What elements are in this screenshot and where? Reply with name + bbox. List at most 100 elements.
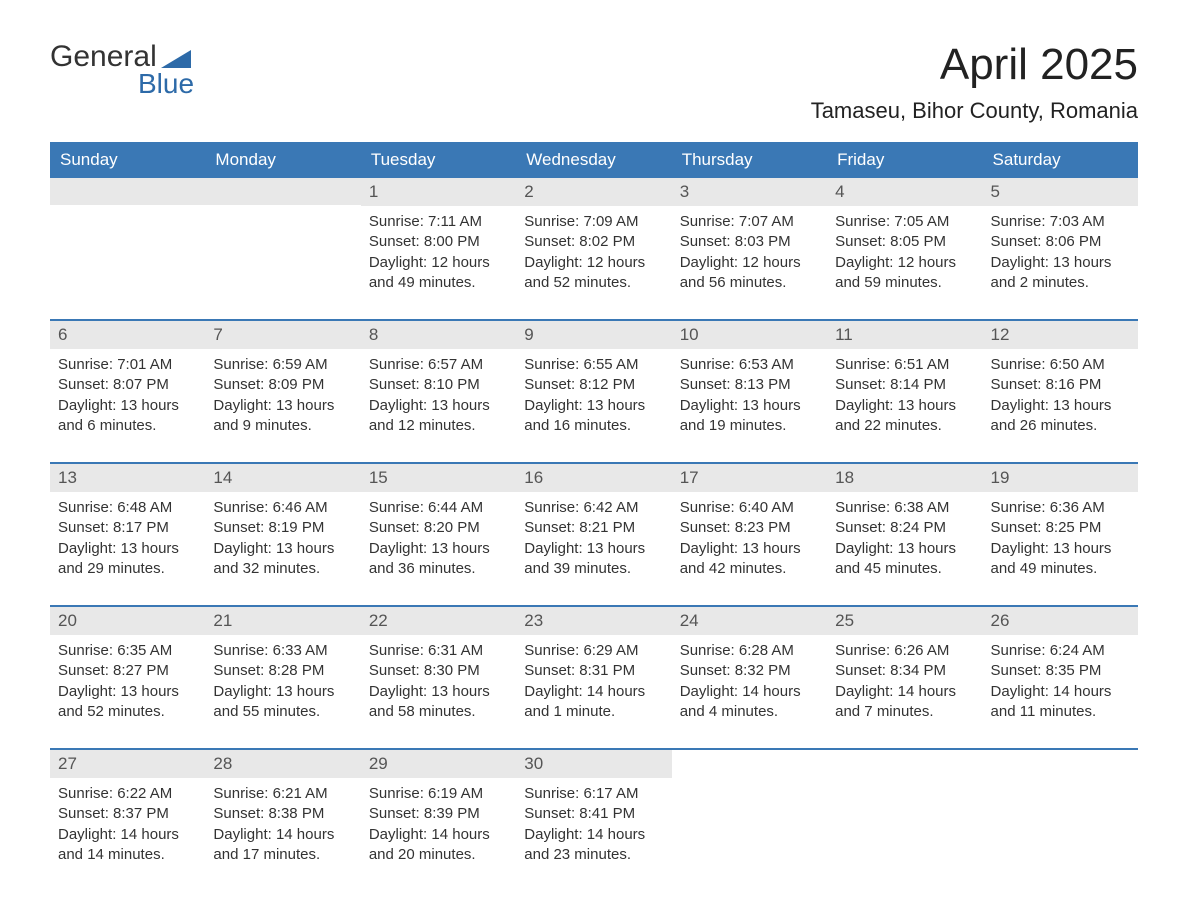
day-content: Sunrise: 6:38 AMSunset: 8:24 PMDaylight:… [827,492,982,585]
day-sunset: Sunset: 8:16 PM [991,375,1130,395]
day-cell: 4Sunrise: 7:05 AMSunset: 8:05 PMDaylight… [827,178,982,299]
day-number-row: 28 [205,750,360,778]
day-cell: 26Sunrise: 6:24 AMSunset: 8:35 PMDayligh… [983,607,1138,728]
day-content: Sunrise: 6:24 AMSunset: 8:35 PMDaylight:… [983,635,1138,728]
day-number-row: 26 [983,607,1138,635]
day-number: 2 [524,182,533,201]
day-number-row [827,750,982,777]
day-content: Sunrise: 6:48 AMSunset: 8:17 PMDaylight:… [50,492,205,585]
day-cell: 25Sunrise: 6:26 AMSunset: 8:34 PMDayligh… [827,607,982,728]
day-number: 8 [369,325,378,344]
day-sunrise: Sunrise: 6:29 AM [524,641,663,661]
day-sunrise: Sunrise: 7:01 AM [58,355,197,375]
day-daylight2: and 2 minutes. [991,273,1130,293]
day-daylight1: Daylight: 13 hours [524,396,663,416]
day-number: 24 [680,611,699,630]
week-row: 13 Sunrise: 6:48 AMSunset: 8:17 PMDayligh… [50,462,1138,585]
day-content: Sunrise: 6:36 AMSunset: 8:25 PMDaylight:… [983,492,1138,585]
day-sunrise: Sunrise: 7:05 AM [835,212,974,232]
day-number: 3 [680,182,689,201]
day-number: 4 [835,182,844,201]
day-number: 5 [991,182,1000,201]
day-number-row: 22 [361,607,516,635]
day-number-row: 23 [516,607,671,635]
day-content: Sunrise: 6:55 AMSunset: 8:12 PMDaylight:… [516,349,671,442]
day-cell: 3 Sunrise: 7:07 AMSunset: 8:03 PMDaylight… [672,178,827,299]
day-daylight1: Daylight: 13 hours [991,253,1130,273]
day-daylight1: Daylight: 13 hours [680,396,819,416]
day-number-row: 24 [672,607,827,635]
day-cell: 23Sunrise: 6:29 AMSunset: 8:31 PMDayligh… [516,607,671,728]
day-daylight2: and 58 minutes. [369,702,508,722]
day-sunset: Sunset: 8:00 PM [369,232,508,252]
day-number-row: 10 [672,321,827,349]
day-daylight1: Daylight: 14 hours [991,682,1130,702]
day-sunset: Sunset: 8:09 PM [213,375,352,395]
day-daylight2: and 45 minutes. [835,559,974,579]
day-number-row [205,178,360,205]
day-sunrise: Sunrise: 6:22 AM [58,784,197,804]
day-cell: 17Sunrise: 6:40 AMSunset: 8:23 PMDayligh… [672,464,827,585]
day-sunrise: Sunrise: 6:36 AM [991,498,1130,518]
day-daylight1: Daylight: 13 hours [58,396,197,416]
day-number-row: 29 [361,750,516,778]
day-sunset: Sunset: 8:27 PM [58,661,197,681]
day-header-tuesday: Tuesday [361,142,516,178]
day-sunrise: Sunrise: 6:46 AM [213,498,352,518]
day-number: 13 [58,468,77,487]
day-number: 1 [369,182,378,201]
day-sunrise: Sunrise: 6:35 AM [58,641,197,661]
day-number: 14 [213,468,232,487]
day-daylight1: Daylight: 13 hours [369,682,508,702]
day-number-row: 18 [827,464,982,492]
day-daylight1: Daylight: 13 hours [369,539,508,559]
day-sunset: Sunset: 8:02 PM [524,232,663,252]
day-cell: 18Sunrise: 6:38 AMSunset: 8:24 PMDayligh… [827,464,982,585]
day-number-row [983,750,1138,777]
day-number-row: 15 [361,464,516,492]
day-content: Sunrise: 7:03 AMSunset: 8:06 PMDaylight:… [983,206,1138,299]
day-sunset: Sunset: 8:19 PM [213,518,352,538]
day-daylight1: Daylight: 14 hours [213,825,352,845]
day-daylight2: and 26 minutes. [991,416,1130,436]
day-number: 16 [524,468,543,487]
day-sunset: Sunset: 8:03 PM [680,232,819,252]
day-daylight2: and 1 minute. [524,702,663,722]
day-number-row: 30 [516,750,671,778]
day-cell [827,750,982,871]
logo-text-blue: Blue [138,68,194,100]
day-header-saturday: Saturday [983,142,1138,178]
week-row: 1Sunrise: 7:11 AMSunset: 8:00 PMDaylight… [50,178,1138,299]
day-cell [672,750,827,871]
day-daylight1: Daylight: 13 hours [58,682,197,702]
day-sunrise: Sunrise: 7:03 AM [991,212,1130,232]
day-daylight1: Daylight: 12 hours [680,253,819,273]
day-content: Sunrise: 6:57 AMSunset: 8:10 PMDaylight:… [361,349,516,442]
day-sunrise: Sunrise: 6:53 AM [680,355,819,375]
day-daylight2: and 16 minutes. [524,416,663,436]
day-cell: 30Sunrise: 6:17 AMSunset: 8:41 PMDayligh… [516,750,671,871]
day-number-row: 11 [827,321,982,349]
day-header-wednesday: Wednesday [516,142,671,178]
day-number-row: 16 [516,464,671,492]
day-daylight2: and 14 minutes. [58,845,197,865]
day-sunset: Sunset: 8:13 PM [680,375,819,395]
day-sunrise: Sunrise: 6:19 AM [369,784,508,804]
day-number-row: 25 [827,607,982,635]
day-content: Sunrise: 7:09 AMSunset: 8:02 PMDaylight:… [516,206,671,299]
day-number-row: 27 [50,750,205,778]
day-number-row: 13 [50,464,205,492]
day-cell: 6Sunrise: 7:01 AMSunset: 8:07 PMDaylight… [50,321,205,442]
day-daylight2: and 20 minutes. [369,845,508,865]
day-sunset: Sunset: 8:06 PM [991,232,1130,252]
day-number: 25 [835,611,854,630]
day-daylight1: Daylight: 12 hours [835,253,974,273]
day-sunrise: Sunrise: 6:48 AM [58,498,197,518]
day-daylight2: and 9 minutes. [213,416,352,436]
day-daylight2: and 29 minutes. [58,559,197,579]
month-title: April 2025 [811,40,1138,90]
day-cell: 14Sunrise: 6:46 AMSunset: 8:19 PMDayligh… [205,464,360,585]
day-number-row: 17 [672,464,827,492]
day-content: Sunrise: 7:07 AMSunset: 8:03 PMDaylight:… [672,206,827,299]
day-sunset: Sunset: 8:23 PM [680,518,819,538]
